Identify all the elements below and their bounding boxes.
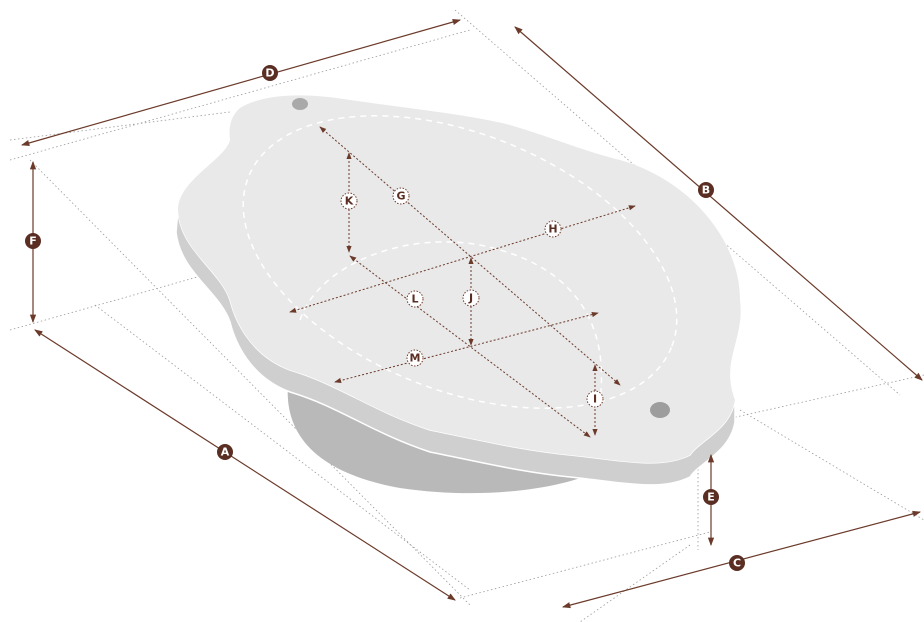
label-badge: I	[586, 390, 604, 408]
dimension-line	[514, 26, 923, 381]
dimension-line	[34, 329, 456, 601]
label-badge: E	[703, 489, 719, 505]
label: D	[265, 67, 274, 80]
label-badge: F	[25, 233, 41, 249]
label: I	[593, 393, 597, 406]
label-badge: K	[340, 192, 358, 210]
drain	[650, 402, 670, 418]
dimension-line	[334, 312, 599, 383]
label: G	[396, 190, 405, 203]
label-badge: A	[217, 444, 233, 460]
extension-line	[579, 544, 691, 622]
dimension-line	[20, 18, 462, 147]
label-badge: L	[406, 290, 424, 308]
label: L	[411, 293, 418, 306]
label: B	[702, 184, 710, 197]
label: M	[410, 352, 421, 365]
label: E	[707, 491, 715, 504]
label-badge: H	[544, 220, 562, 238]
extension-line	[739, 409, 924, 521]
overflow	[292, 98, 308, 110]
label: C	[733, 557, 741, 570]
extension-line	[9, 271, 216, 331]
label-badge: C	[729, 555, 745, 571]
label-badge: G	[392, 187, 410, 205]
extension-line	[9, 111, 231, 141]
label-badge: M	[406, 349, 424, 367]
extension-line	[459, 531, 711, 599]
label: F	[29, 235, 37, 248]
label-badge: D	[262, 65, 278, 81]
label: H	[548, 223, 557, 236]
label: J	[468, 292, 473, 305]
label: A	[221, 446, 230, 459]
label: K	[345, 195, 354, 208]
label-badge: B	[698, 182, 714, 198]
label-badge: J	[462, 289, 480, 307]
